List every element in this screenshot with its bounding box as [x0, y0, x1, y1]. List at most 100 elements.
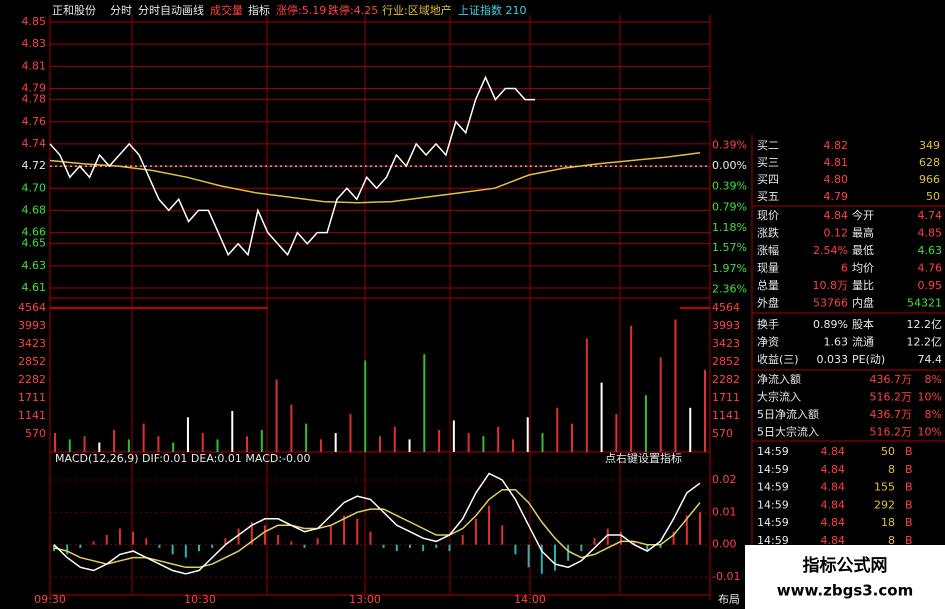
y-tick-label: 3993	[18, 319, 46, 332]
stat-label: 今开	[852, 208, 874, 222]
bid-volume: 628	[919, 156, 940, 169]
layout-button[interactable]: 布局	[718, 593, 740, 606]
y2-tick-label: 2.36%	[712, 283, 747, 296]
tab[interactable]: 分时	[110, 4, 132, 17]
tab[interactable]: 分时自动画线	[138, 3, 204, 17]
macd-bar	[316, 538, 319, 545]
macd-bar	[224, 538, 227, 545]
stat-value: 4.76	[918, 262, 943, 275]
dea-line	[53, 488, 701, 569]
tab[interactable]: 指标	[248, 3, 270, 17]
macd-bar	[184, 544, 187, 558]
volume-bar	[438, 429, 441, 452]
stat-label: 换手	[757, 317, 779, 331]
y-tick-label: 4.78	[22, 93, 47, 106]
flow-percent: 10%	[918, 426, 942, 439]
stat-value: 4.85	[918, 227, 943, 240]
limit-up: 涨停:5.19	[276, 3, 326, 17]
trade-price: 4.84	[821, 463, 846, 476]
volume-bar	[83, 436, 86, 452]
macd-bar	[250, 522, 253, 545]
watermark-box	[745, 545, 945, 609]
y-tick-label: 2282	[18, 373, 46, 386]
macd-bar	[501, 525, 504, 545]
macd-bar	[303, 544, 306, 548]
bid-price: 4.81	[824, 156, 849, 169]
trade-volume: 292	[874, 498, 895, 511]
macd-hint[interactable]: 点右键设置指标	[605, 451, 682, 465]
volume-bar	[98, 442, 101, 452]
macd-bar	[567, 544, 570, 561]
flow-percent: 8%	[925, 408, 942, 421]
tab[interactable]: 成交量	[210, 3, 243, 17]
y2-tick-label: -0.01	[712, 570, 740, 583]
trade-time: 14:59	[757, 516, 789, 529]
trade-price: 4.84	[821, 534, 846, 547]
stat-value: 12.2亿	[907, 318, 943, 331]
macd-bar	[435, 544, 438, 548]
trade-side: B	[905, 498, 913, 511]
macd-bar	[211, 544, 214, 548]
price-line	[49, 75, 535, 257]
y-tick-label: 3423	[18, 337, 46, 350]
trade-volume: 8	[888, 534, 895, 547]
y2-tick-label: 4564	[712, 301, 740, 314]
macd-bar	[158, 544, 161, 548]
stat-label: 均价	[852, 262, 874, 275]
volume-bar	[54, 433, 56, 452]
trade-volume: 50	[881, 445, 895, 458]
macd-bar	[92, 541, 95, 545]
y-tick-label: 570	[25, 427, 46, 440]
stat-label: 净资	[757, 335, 779, 349]
trade-volume: 18	[881, 516, 895, 529]
volume-bar	[659, 357, 662, 452]
volume-bar	[290, 404, 293, 452]
volume-bar	[482, 436, 485, 452]
macd-bar	[659, 544, 662, 548]
stat-label: 涨跌	[757, 226, 779, 240]
stat-value: 4.74	[918, 209, 943, 222]
macd-bar	[118, 528, 121, 545]
industry: 行业:区域地产	[382, 3, 452, 17]
flow-value: 436.7万	[870, 373, 913, 386]
volume-bar	[260, 429, 263, 452]
stat-value: 1.63	[824, 336, 849, 349]
macd-bar	[290, 541, 293, 545]
macd-bar	[237, 528, 240, 545]
y-tick-label: 4564	[18, 301, 46, 314]
y2-tick-label: 1.57%	[712, 241, 747, 254]
macd-bar	[198, 544, 201, 552]
volume-bar	[127, 439, 130, 452]
macd-bar	[132, 531, 135, 545]
stat-label: 总量	[757, 278, 779, 292]
macd-bar	[488, 505, 491, 545]
volume-bar	[275, 379, 278, 452]
flow-value: 516.2万	[870, 426, 913, 439]
macd-bar	[461, 534, 464, 545]
trade-volume: 155	[874, 481, 895, 494]
trade-side: B	[905, 534, 913, 547]
macd-bar	[527, 544, 530, 568]
bid-volume: 349	[919, 139, 940, 152]
volume-bar	[364, 360, 367, 452]
bid-label: 买五	[757, 190, 779, 203]
volume-bar	[615, 414, 618, 452]
macd-bar	[263, 525, 266, 545]
macd-bar	[382, 544, 385, 548]
volume-bar	[231, 410, 234, 452]
volume-bar	[630, 325, 633, 452]
flow-value: 436.7万	[870, 408, 913, 421]
macd-bar	[699, 512, 701, 545]
dif-line	[53, 472, 701, 575]
volume-bar	[186, 417, 189, 452]
macd-bar	[553, 544, 556, 571]
y2-tick-label: 1711	[712, 391, 740, 404]
y2-tick-label: 3993	[712, 319, 740, 332]
y-tick-label: 4.79	[22, 82, 47, 95]
macd-bar	[514, 544, 517, 555]
flow-label: 5日大宗流入	[757, 425, 819, 439]
stock-name: 正和股份	[52, 4, 96, 17]
volume-bar	[511, 439, 514, 452]
stat-label: PE(动)	[852, 353, 885, 366]
volume-bar	[704, 369, 706, 452]
